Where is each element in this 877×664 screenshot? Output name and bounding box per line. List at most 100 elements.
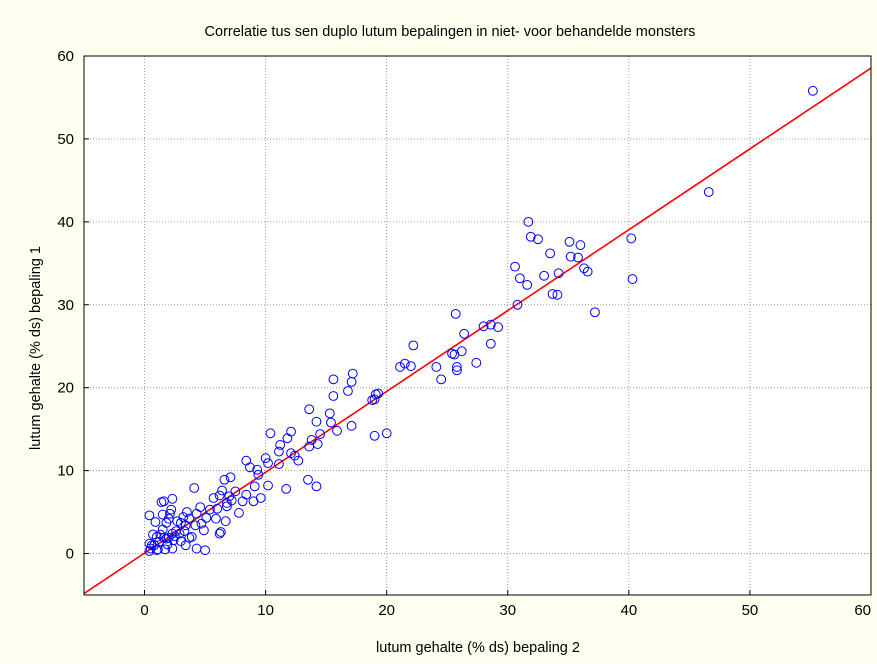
scatter-point	[225, 472, 236, 483]
scatter-point	[224, 491, 235, 502]
scatter-point	[263, 458, 273, 469]
scatter-point	[522, 279, 533, 290]
scatter-point	[144, 546, 155, 556]
plot-frame	[83, 55, 872, 596]
y-axis-label: lutum gehalte (% ds) bepaling 1	[28, 246, 44, 450]
scatter-point	[303, 474, 313, 485]
scatter-point	[807, 85, 818, 96]
scatter-point	[367, 395, 378, 406]
scatter-point	[447, 348, 457, 359]
scatter-point	[275, 440, 286, 450]
x-axis-label: lutum gehalte (% ds) bepaling 2	[376, 640, 580, 656]
scatter-point	[459, 328, 470, 339]
y-tick-labels: 0 10 20 30 40 50 60	[57, 48, 89, 563]
data-points	[144, 85, 818, 556]
scatter-point	[234, 508, 244, 518]
scatter-point	[512, 299, 523, 310]
y-tick-label: 20	[57, 380, 74, 397]
scatter-point	[252, 464, 263, 475]
scatter-point	[144, 538, 155, 549]
scatter-point	[452, 362, 462, 372]
scatter-point	[485, 338, 496, 349]
scatter-point	[539, 270, 549, 281]
scatter-point	[265, 428, 276, 439]
scatter-point	[514, 273, 525, 284]
scatter-point	[249, 481, 260, 492]
scatter-point	[406, 361, 416, 372]
scatter-point	[165, 508, 175, 519]
scatter-point	[253, 469, 264, 480]
scatter-point	[215, 527, 226, 537]
scatter-point	[564, 236, 575, 247]
scatter-point	[431, 362, 442, 372]
scatter-point	[145, 543, 156, 554]
scatter-point	[381, 428, 392, 439]
scatter-point	[198, 525, 209, 536]
scatter-point	[149, 540, 160, 551]
x-tick-label: 50	[742, 602, 759, 619]
y-tick-label: 50	[57, 131, 74, 148]
scatter-point	[311, 416, 322, 427]
scatter-point	[157, 524, 168, 535]
scatter-point	[493, 322, 503, 333]
scatter-point	[211, 513, 221, 524]
x-tick-label: 0	[140, 602, 148, 619]
scatter-point	[293, 455, 304, 466]
scatter-point	[547, 289, 558, 299]
scatter-point	[436, 374, 447, 385]
scatter-point	[263, 480, 273, 491]
scatter-point	[452, 365, 462, 376]
scatter-point	[533, 234, 543, 245]
scatter-point	[450, 308, 461, 319]
scatter-point	[579, 263, 589, 274]
scatter-point	[282, 433, 293, 444]
scatter-point	[157, 509, 168, 520]
scatter-point	[399, 358, 410, 369]
scatter-point	[237, 496, 248, 507]
scatter-point	[274, 446, 284, 457]
scatter-point	[212, 503, 223, 514]
scatter-point	[201, 512, 212, 523]
scatter-point	[241, 455, 252, 466]
scatter-point	[626, 233, 637, 244]
scatter-point	[370, 389, 381, 400]
scatter-point	[191, 508, 202, 519]
y-tick-label: 60	[57, 48, 74, 65]
scatter-point	[703, 187, 714, 197]
scatter-point	[219, 474, 230, 485]
scatter-point	[346, 420, 357, 431]
x-tick-label: 30	[499, 602, 516, 619]
scatter-point	[573, 252, 583, 263]
scatter-point	[180, 540, 191, 551]
scatter-point	[553, 268, 564, 279]
scatter-point	[191, 543, 202, 554]
scatter-point	[510, 261, 520, 272]
scatter-point	[306, 435, 317, 445]
x-tick-label: 40	[621, 602, 638, 619]
scatter-point	[332, 425, 342, 436]
scatter-point	[304, 441, 315, 452]
scatter-point	[144, 510, 155, 521]
scatter-point	[343, 386, 353, 396]
scatter-point	[328, 374, 339, 385]
x-tick-label: 60	[854, 602, 871, 619]
scatter-point	[369, 430, 380, 441]
regression-line	[83, 67, 872, 595]
scatter-point	[196, 518, 207, 529]
scatter-point	[311, 481, 322, 492]
scatter-point	[189, 483, 200, 493]
scatter-point	[166, 504, 177, 515]
scatter-point	[315, 429, 326, 440]
y-tick-label: 0	[66, 546, 74, 563]
scatter-point	[324, 408, 335, 419]
scatter-point	[190, 520, 201, 531]
scatter-point	[214, 528, 225, 539]
scatter-point	[346, 376, 357, 387]
y-tick-label: 30	[57, 297, 74, 314]
scatter-point	[627, 274, 638, 284]
scatter-point	[565, 251, 576, 262]
scatter-point	[590, 307, 600, 318]
scatter-point	[485, 319, 496, 330]
